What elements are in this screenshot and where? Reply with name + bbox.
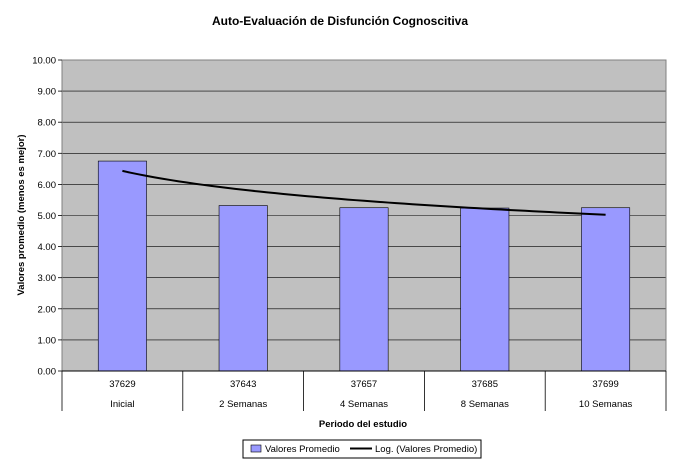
y-tick-label: 5.00 (38, 211, 57, 222)
bar (339, 207, 389, 372)
category-code-label: 37629 (109, 379, 135, 390)
y-axis-title: Valores promedio (menos es mejor) (16, 134, 27, 295)
trendline (122, 169, 606, 216)
category-period-label: 8 Semanas (461, 399, 509, 410)
bar (581, 207, 631, 372)
category-code-label: 37643 (230, 379, 256, 390)
y-tick-label: 9.00 (38, 87, 57, 98)
category-code-label: 37699 (592, 379, 618, 390)
category-period-label: Inicial (110, 399, 134, 410)
x-axis-title: Periodo del estudio (319, 419, 407, 430)
legend-trendline-label: Log. (Valores Promedio) (375, 444, 477, 455)
y-tick-label: 8.00 (38, 118, 57, 129)
legend: Valores Promedio Log. (Valores Promedio) (242, 439, 482, 459)
bar (97, 160, 147, 372)
y-axis-ticks: 0.00 1.00 2.00 3.00 4.00 5.00 6.00 7.00 8.00 9.00… (32, 56, 62, 378)
y-tick-label: 1.00 (38, 335, 57, 346)
legend-bar-swatch (250, 444, 262, 453)
y-tick-label: 0.00 (38, 367, 57, 378)
y-tick-label: 4.00 (38, 242, 57, 253)
chart-title: Auto-Evaluación de Disfunción Cognosciti… (212, 14, 468, 28)
category-code-label: 37685 (472, 379, 498, 390)
y-tick-label: 10.00 (32, 56, 56, 67)
category-period-label: 4 Semanas (340, 399, 388, 410)
bar-series (97, 160, 631, 372)
y-tick-label: 2.00 (38, 304, 57, 315)
bar (218, 205, 268, 372)
category-table: 37629 Inicial 37643 2 Semanas 37657 4 Semanas… (61, 370, 667, 411)
category-code-label: 37657 (351, 379, 377, 390)
y-tick-label: 3.00 (38, 273, 57, 284)
legend-bar-label: Valores Promedio (265, 444, 340, 455)
bar (460, 207, 510, 372)
y-tick-label: 7.00 (38, 149, 57, 160)
category-period-label: 10 Semanas (579, 399, 633, 410)
y-tick-label: 6.00 (38, 180, 57, 191)
category-period-label: 2 Semanas (219, 399, 267, 410)
